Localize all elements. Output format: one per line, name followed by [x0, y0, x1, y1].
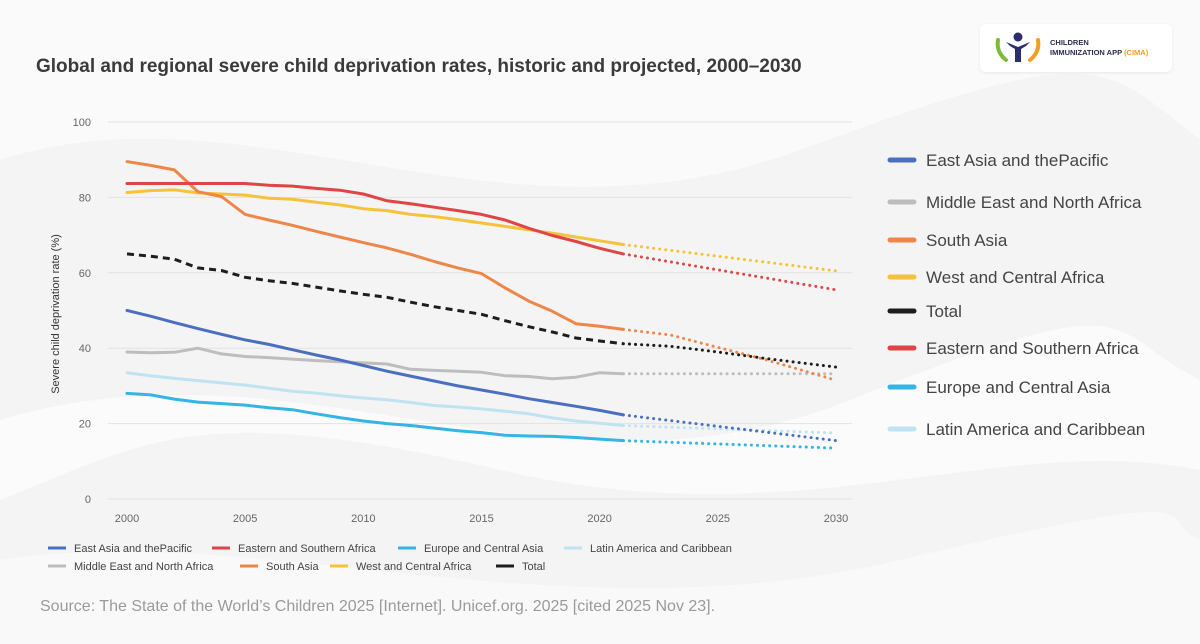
logo-line-2-main: IMMUNIZATION APP — [1050, 48, 1122, 57]
legend-label: Eastern and Southern Africa — [238, 543, 376, 555]
legend-label: Europe and Central Asia — [926, 378, 1111, 397]
grid-lines — [108, 121, 852, 500]
bottom-legend-item-east-asia-and-thepacific: East Asia and thePacific — [48, 543, 193, 555]
historic-line-latin-america-and-caribbean — [125, 371, 625, 427]
right-legend-item-middle-east-and-north-africa: Middle East and North Africa — [887, 193, 1142, 212]
logo-line-2: IMMUNIZATION APP (CIMA) — [1050, 48, 1148, 58]
legend-label: West and Central Africa — [356, 561, 472, 573]
legend-label: East Asia and thePacific — [926, 151, 1109, 170]
legend-label: Europe and Central Asia — [424, 543, 544, 555]
legend-label: Latin America and Caribbean — [590, 543, 732, 555]
legend-label: South Asia — [266, 561, 319, 573]
right-legend-item-europe-and-central-asia: Europe and Central Asia — [887, 378, 1111, 397]
projected-line-europe-and-central-asia — [621, 439, 838, 450]
y-tick-label: 100 — [73, 117, 91, 129]
projected-line-total — [621, 342, 838, 369]
bottom-legend: East Asia and thePacific Eastern and Sout… — [48, 543, 732, 573]
legend-label: Eastern and Southern Africa — [926, 339, 1139, 358]
y-tick-labels: 0 20 40 60 80 100 — [73, 117, 91, 506]
legend-label: East Asia and thePacific — [74, 543, 193, 555]
legend-label: Total — [926, 302, 962, 321]
chart-title: Global and regional severe child depriva… — [36, 56, 802, 77]
x-tick-label: 2005 — [233, 513, 257, 525]
right-legend: East Asia and thePacific Middle East and … — [887, 151, 1145, 439]
series-middle-east-and-north-africa — [125, 346, 838, 381]
right-legend-item-total: Total — [887, 302, 962, 321]
series-west-and-central-africa — [125, 188, 838, 273]
logo-text: CHILDREN IMMUNIZATION APP (CIMA) — [1050, 38, 1148, 58]
right-legend-item-latin-america-and-caribbean: Latin America and Caribbean — [887, 420, 1145, 439]
logo-accent: (CIMA) — [1124, 48, 1149, 57]
cima-logo[interactable]: CHILDREN IMMUNIZATION APP (CIMA) — [980, 24, 1172, 72]
y-tick-label: 80 — [79, 192, 91, 204]
x-tick-label: 2010 — [351, 513, 375, 525]
historic-line-total — [126, 252, 624, 346]
y-tick-label: 0 — [85, 494, 91, 506]
right-legend-item-south-asia: South Asia — [887, 231, 1008, 250]
bottom-legend-item-middle-east-and-north-africa: Middle East and North Africa — [48, 561, 214, 573]
series-eastern-and-southern-africa — [125, 182, 838, 292]
legend-label: West and Central Africa — [926, 268, 1105, 287]
series-east-asia-and-thepacific — [125, 309, 838, 443]
y-tick-label: 40 — [79, 343, 91, 355]
projected-line-latin-america-and-caribbean — [621, 424, 838, 435]
bottom-legend-item-west-and-central-africa: West and Central Africa — [330, 561, 472, 573]
bottom-legend-item-latin-america-and-caribbean: Latin America and Caribbean — [564, 543, 732, 555]
x-tick-label: 2030 — [824, 513, 848, 525]
y-tick-label: 20 — [79, 419, 91, 431]
legend-label: Middle East and North Africa — [74, 561, 214, 573]
projected-line-east-asia-and-thepacific — [621, 413, 838, 443]
y-tick-label: 60 — [79, 268, 91, 280]
series-lines — [125, 160, 838, 450]
legend-label: Total — [522, 561, 545, 573]
x-tick-label: 2020 — [587, 513, 611, 525]
x-tick-label: 2025 — [706, 513, 730, 525]
projected-line-eastern-and-southern-africa — [621, 252, 838, 292]
x-tick-label: 2015 — [469, 513, 493, 525]
y-axis-label: Severe child deprivation rate (%) — [50, 234, 62, 394]
right-legend-item-eastern-and-southern-africa: Eastern and Southern Africa — [887, 339, 1139, 358]
right-legend-item-west-and-central-africa: West and Central Africa — [887, 268, 1105, 287]
x-tick-labels: 2000 2005 2010 2015 2020 2025 2030 — [115, 513, 848, 525]
logo-line-1: CHILDREN — [1050, 38, 1089, 47]
historic-line-middle-east-and-north-africa — [125, 346, 625, 381]
bottom-legend-item-south-asia: South Asia — [240, 561, 319, 573]
historic-line-eastern-and-southern-africa — [125, 182, 625, 256]
legend-label: South Asia — [926, 231, 1008, 250]
children-logo-icon — [995, 32, 1041, 62]
series-europe-and-central-asia — [125, 391, 838, 450]
series-latin-america-and-caribbean — [125, 371, 838, 435]
historic-line-south-asia — [125, 160, 625, 331]
bottom-legend-item-europe-and-central-asia: Europe and Central Asia — [398, 543, 544, 555]
bottom-legend-item-total: Total — [496, 561, 545, 573]
historic-line-europe-and-central-asia — [125, 391, 625, 443]
legend-label: Middle East and North Africa — [926, 193, 1142, 212]
historic-line-east-asia-and-thepacific — [125, 309, 625, 417]
source-citation: Source: The State of the World’s Childre… — [40, 598, 716, 615]
right-legend-item-east-asia-and-thepacific: East Asia and thePacific — [887, 151, 1109, 170]
projected-line-west-and-central-africa — [621, 243, 838, 273]
series-south-asia — [125, 160, 838, 382]
bottom-legend-item-eastern-and-southern-africa: Eastern and Southern Africa — [212, 543, 376, 555]
legend-label: Latin America and Caribbean — [926, 420, 1145, 439]
series-total — [126, 252, 838, 369]
x-tick-label: 2000 — [115, 513, 139, 525]
projected-line-south-asia — [621, 327, 838, 382]
